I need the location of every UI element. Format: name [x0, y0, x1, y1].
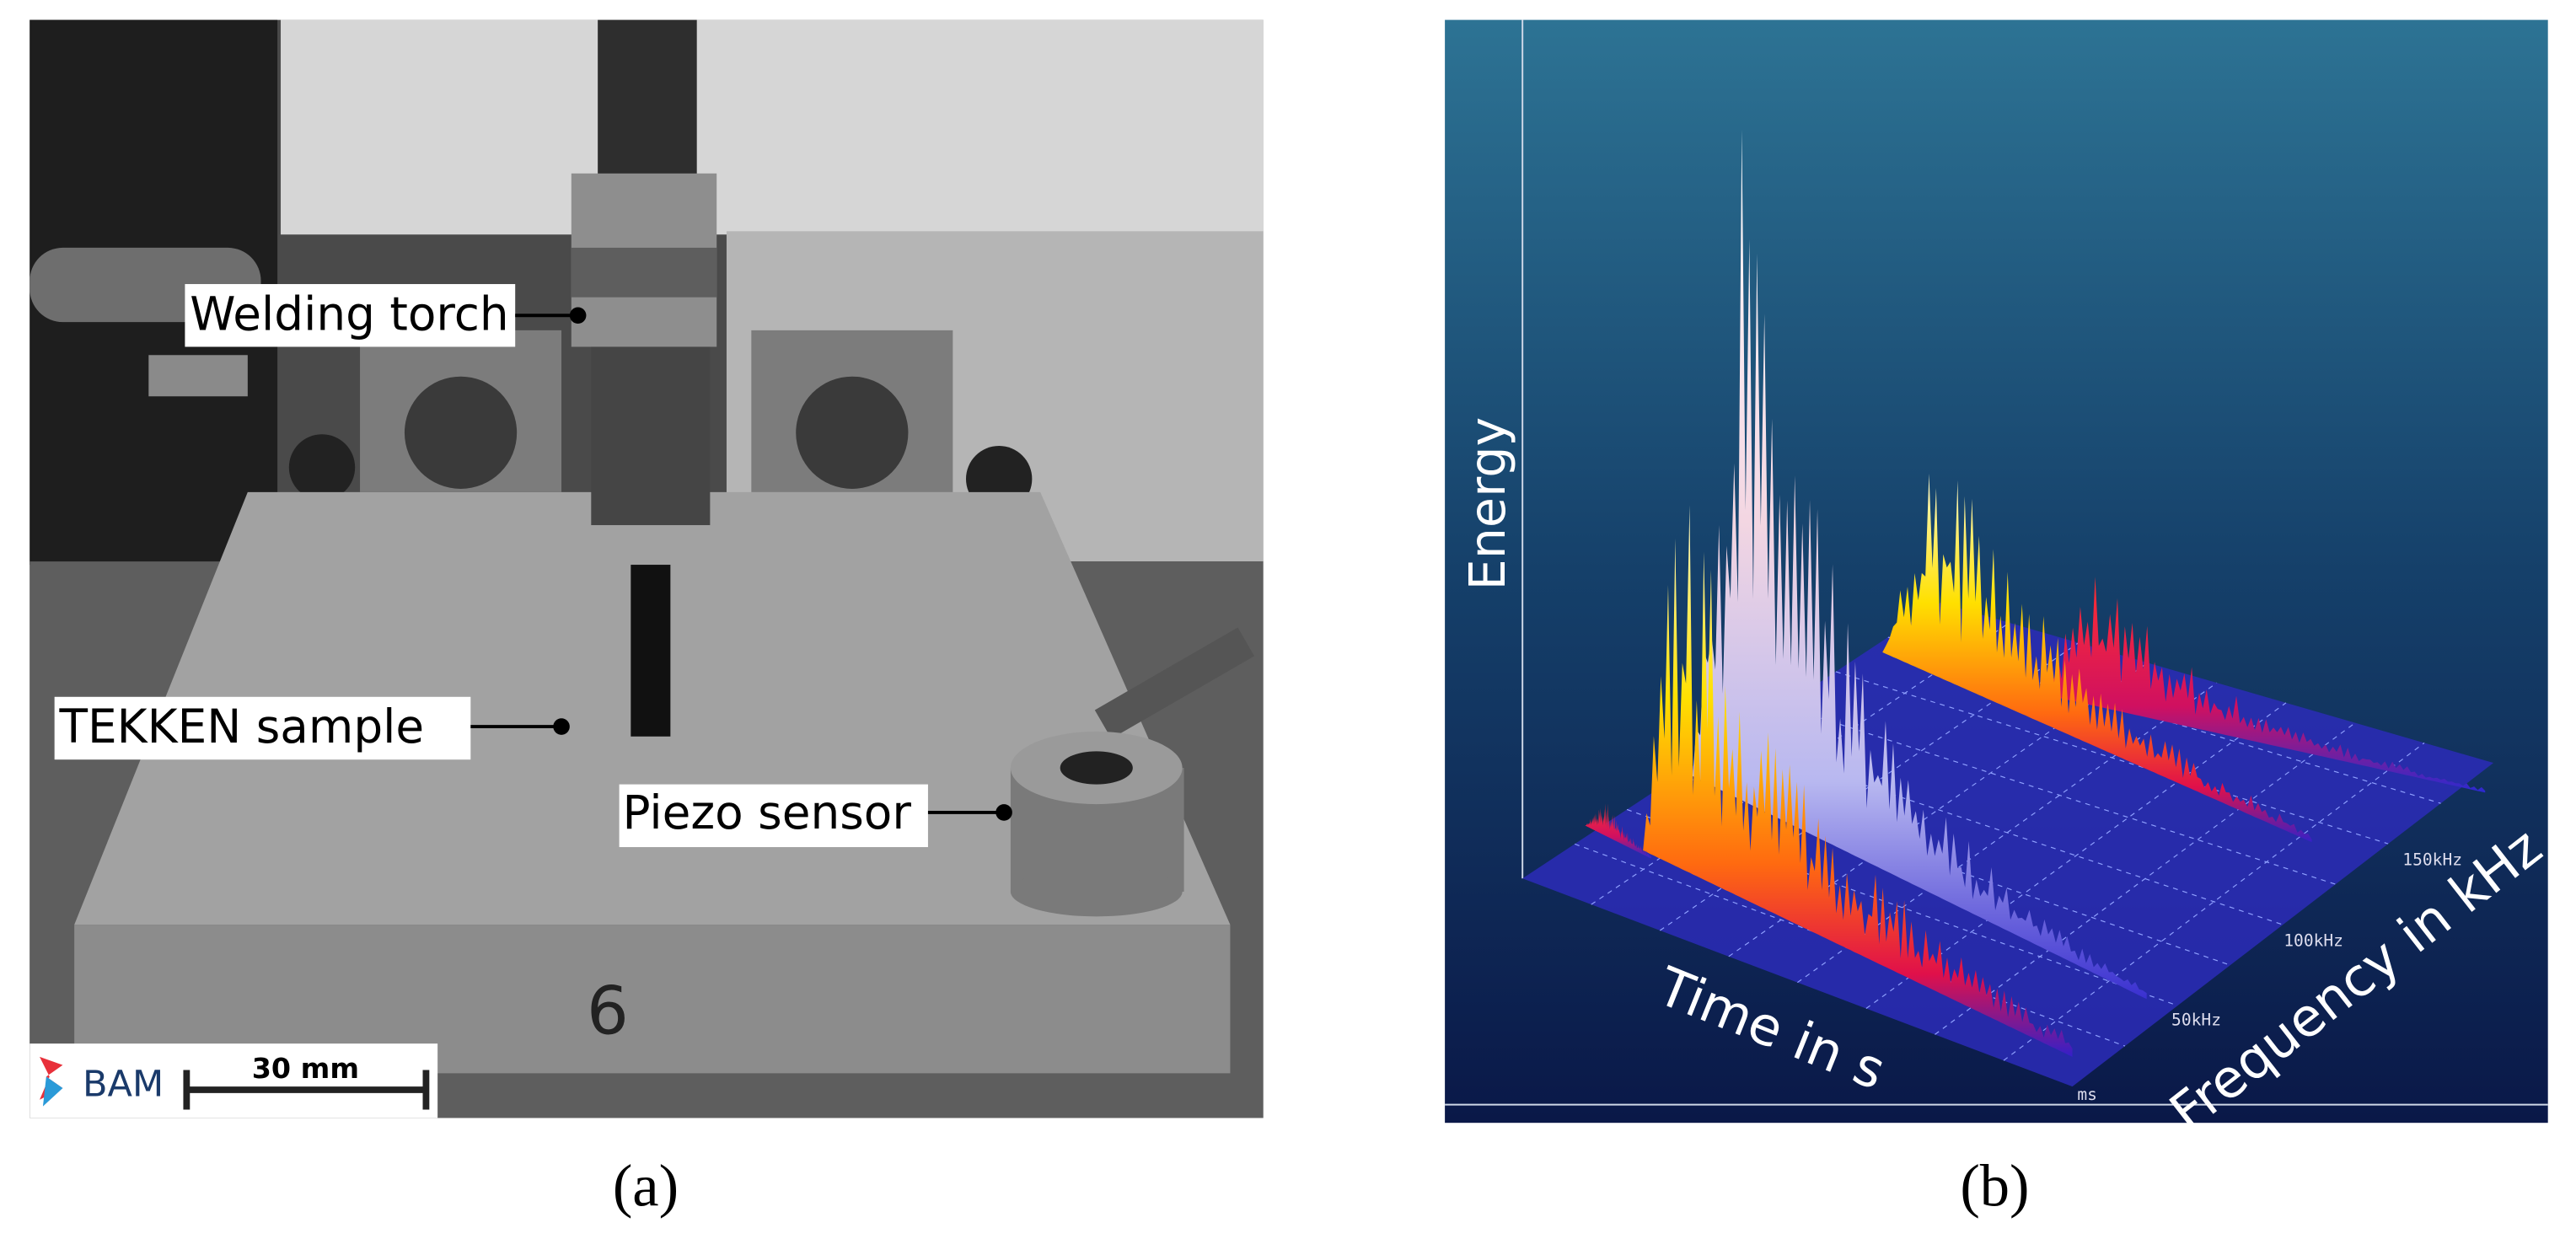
plate-number: 6: [587, 973, 629, 1049]
z-tick-label: 100kHz: [2284, 931, 2343, 951]
floor-grid: [1783, 705, 2336, 885]
y-axis-label: Energy: [1458, 417, 1516, 591]
cable: [1094, 627, 1255, 739]
window: [281, 19, 1264, 235]
spectrum-ridge: [1585, 803, 1651, 859]
floor-grid: [1626, 808, 2178, 1006]
slot: [631, 565, 671, 737]
caption: (b): [1960, 1154, 2029, 1220]
spectrum-ridge: [1882, 473, 2312, 843]
sensor-base: [1010, 866, 1183, 917]
torch-hose: [598, 19, 697, 177]
spectrum-ridge: [1692, 129, 2147, 1000]
photo: 6: [30, 19, 1264, 1118]
floor-grid: [1865, 702, 2287, 1010]
label: Piezo sensor: [623, 786, 912, 839]
floor-grid: [1797, 682, 2218, 984]
label-box: [54, 696, 471, 760]
floor-grid: [1835, 671, 2389, 845]
label-box: [185, 284, 516, 347]
block-hole: [404, 376, 518, 489]
scale-box: [30, 1043, 438, 1118]
label-box: [619, 784, 928, 848]
torch-nozzle: [591, 346, 711, 526]
knob: [148, 355, 248, 397]
annotations: Welding torch TEKKEN sample Piezo sensor…: [30, 284, 1012, 1118]
block-hole: [796, 376, 909, 489]
plate-front: [74, 925, 1231, 1074]
floor-grid: [1574, 843, 2126, 1047]
time-unit: ms: [2077, 1085, 2097, 1104]
logo-mark: [42, 1076, 63, 1107]
z-tick-label: 150kHz: [2402, 850, 2462, 870]
spectrum-ridge: [1643, 505, 2073, 1057]
ball: [288, 434, 356, 501]
leader-dot: [553, 718, 570, 735]
caption: (a): [613, 1154, 679, 1220]
torch-knurl: [571, 247, 717, 298]
sensor-hole: [1060, 751, 1133, 785]
z-tick-label: 50kHz: [2171, 1011, 2221, 1030]
floor-grid: [1935, 722, 2356, 1035]
label: TEKKEN sample: [59, 700, 425, 754]
leader-dot: [996, 804, 1012, 821]
label: Welding torch: [190, 287, 508, 341]
spectrum-ridge: [2039, 577, 2486, 793]
leader-dot: [569, 307, 587, 324]
logo: BAM: [83, 1064, 164, 1106]
scale-label: 30 mm: [252, 1052, 359, 1085]
floor-grid: [2003, 742, 2425, 1061]
spectrogram: [1445, 19, 2548, 1124]
